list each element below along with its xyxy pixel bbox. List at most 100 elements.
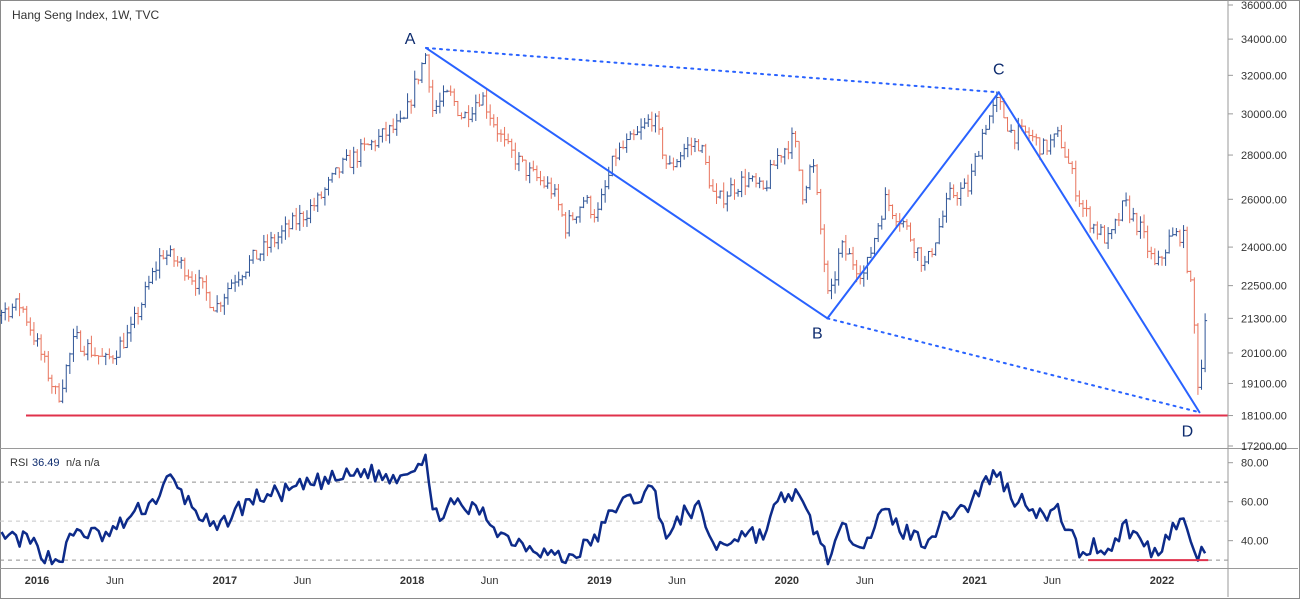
rsi-legend: RSI 36.49 n/a n/a — [10, 457, 101, 469]
price-bar — [804, 185, 809, 204]
price-bar — [207, 291, 212, 309]
price-bar — [107, 348, 112, 360]
price-bar — [570, 212, 575, 221]
price-bar — [807, 164, 812, 190]
price-bar — [728, 177, 733, 197]
price-bar — [405, 93, 410, 119]
price-bar — [1034, 133, 1039, 146]
price-bar — [613, 148, 618, 167]
price-bar — [416, 78, 421, 85]
price-bar — [786, 140, 791, 160]
price-bar — [991, 100, 996, 124]
price-bar — [915, 247, 920, 261]
price-bar — [1084, 199, 1089, 217]
pattern-lower-trendline — [826, 317, 1201, 414]
price-bar — [696, 139, 701, 152]
price-bar — [179, 257, 184, 269]
price-bar — [225, 282, 230, 305]
price-bar — [333, 167, 338, 175]
date-tick-label: Jun — [481, 575, 499, 587]
price-bar — [840, 240, 845, 258]
price-bar — [337, 167, 342, 179]
price-bar — [836, 248, 841, 286]
price-bar — [646, 114, 651, 127]
price-bar — [351, 146, 356, 175]
price-bar — [455, 100, 460, 117]
price-bar — [692, 138, 697, 153]
price-bar — [642, 117, 647, 130]
price-bar — [132, 306, 137, 329]
price-bar — [283, 216, 288, 240]
price-bar — [31, 322, 36, 346]
price-bar — [358, 138, 363, 167]
price-bar — [797, 140, 802, 172]
price-bar — [746, 172, 751, 188]
price-bar — [1041, 138, 1046, 155]
price-bar — [750, 175, 755, 182]
price-bar — [542, 176, 547, 189]
price-bar — [304, 210, 309, 227]
price-bar — [1160, 255, 1164, 266]
price-bar — [261, 234, 266, 262]
price-bar — [473, 94, 478, 122]
price-bar — [506, 133, 511, 145]
price-bar — [251, 249, 256, 264]
price-bar — [585, 194, 590, 204]
price-bar — [290, 212, 295, 230]
price-bar — [1030, 129, 1035, 142]
price-bar — [0, 309, 4, 324]
date-tick-label: 2022 — [1150, 575, 1174, 587]
price-bar — [1066, 148, 1071, 164]
price-bar — [197, 269, 202, 295]
price-bar — [664, 154, 669, 169]
price-tick-label: 22500.00 — [1241, 281, 1287, 293]
price-bar — [366, 143, 371, 146]
price-bar — [700, 144, 705, 154]
price-bar — [847, 248, 852, 255]
price-bar — [39, 334, 44, 361]
price-bar — [1055, 126, 1060, 138]
price-bar — [1059, 125, 1064, 149]
price-bar — [520, 155, 525, 163]
price-bar — [732, 179, 737, 200]
price-bar — [1120, 200, 1125, 222]
price-bar — [1080, 200, 1085, 218]
price-bar — [64, 364, 69, 393]
price-bar — [10, 303, 15, 319]
price-bar — [1052, 133, 1057, 148]
price-bar — [1109, 229, 1114, 240]
price-bar — [495, 116, 500, 142]
price-bar — [301, 211, 306, 227]
price-bar — [136, 306, 141, 325]
price-bar — [793, 130, 798, 148]
price-bar — [743, 168, 748, 196]
price-bar — [624, 133, 629, 153]
price-bar — [718, 190, 723, 199]
price-bar — [689, 137, 694, 156]
price-bar — [477, 93, 482, 107]
price-bar — [1062, 141, 1067, 158]
price-bar — [1045, 139, 1050, 155]
price-bar — [294, 207, 299, 231]
price-bar — [3, 302, 8, 321]
price-bar — [617, 142, 622, 161]
price-bar — [398, 110, 403, 123]
price-bar — [707, 155, 712, 189]
price-bar — [1195, 323, 1200, 395]
rsi-legend-label: RSI — [10, 457, 28, 469]
price-bar — [1131, 207, 1136, 222]
price-bar — [930, 248, 935, 258]
date-tick-label: 2021 — [962, 575, 986, 587]
price-bar — [193, 274, 198, 296]
price-bar — [1005, 116, 1010, 132]
price-bar — [682, 143, 687, 160]
price-bar — [1203, 313, 1208, 373]
price-bar — [822, 224, 827, 273]
price-bar — [315, 192, 320, 212]
date-tick-label: Jun — [293, 575, 311, 587]
price-bar — [1077, 190, 1082, 207]
price-bar — [502, 126, 507, 147]
price-tick-label: 34000.00 — [1241, 34, 1287, 46]
price-bar — [631, 129, 636, 141]
price-bar — [146, 275, 151, 290]
